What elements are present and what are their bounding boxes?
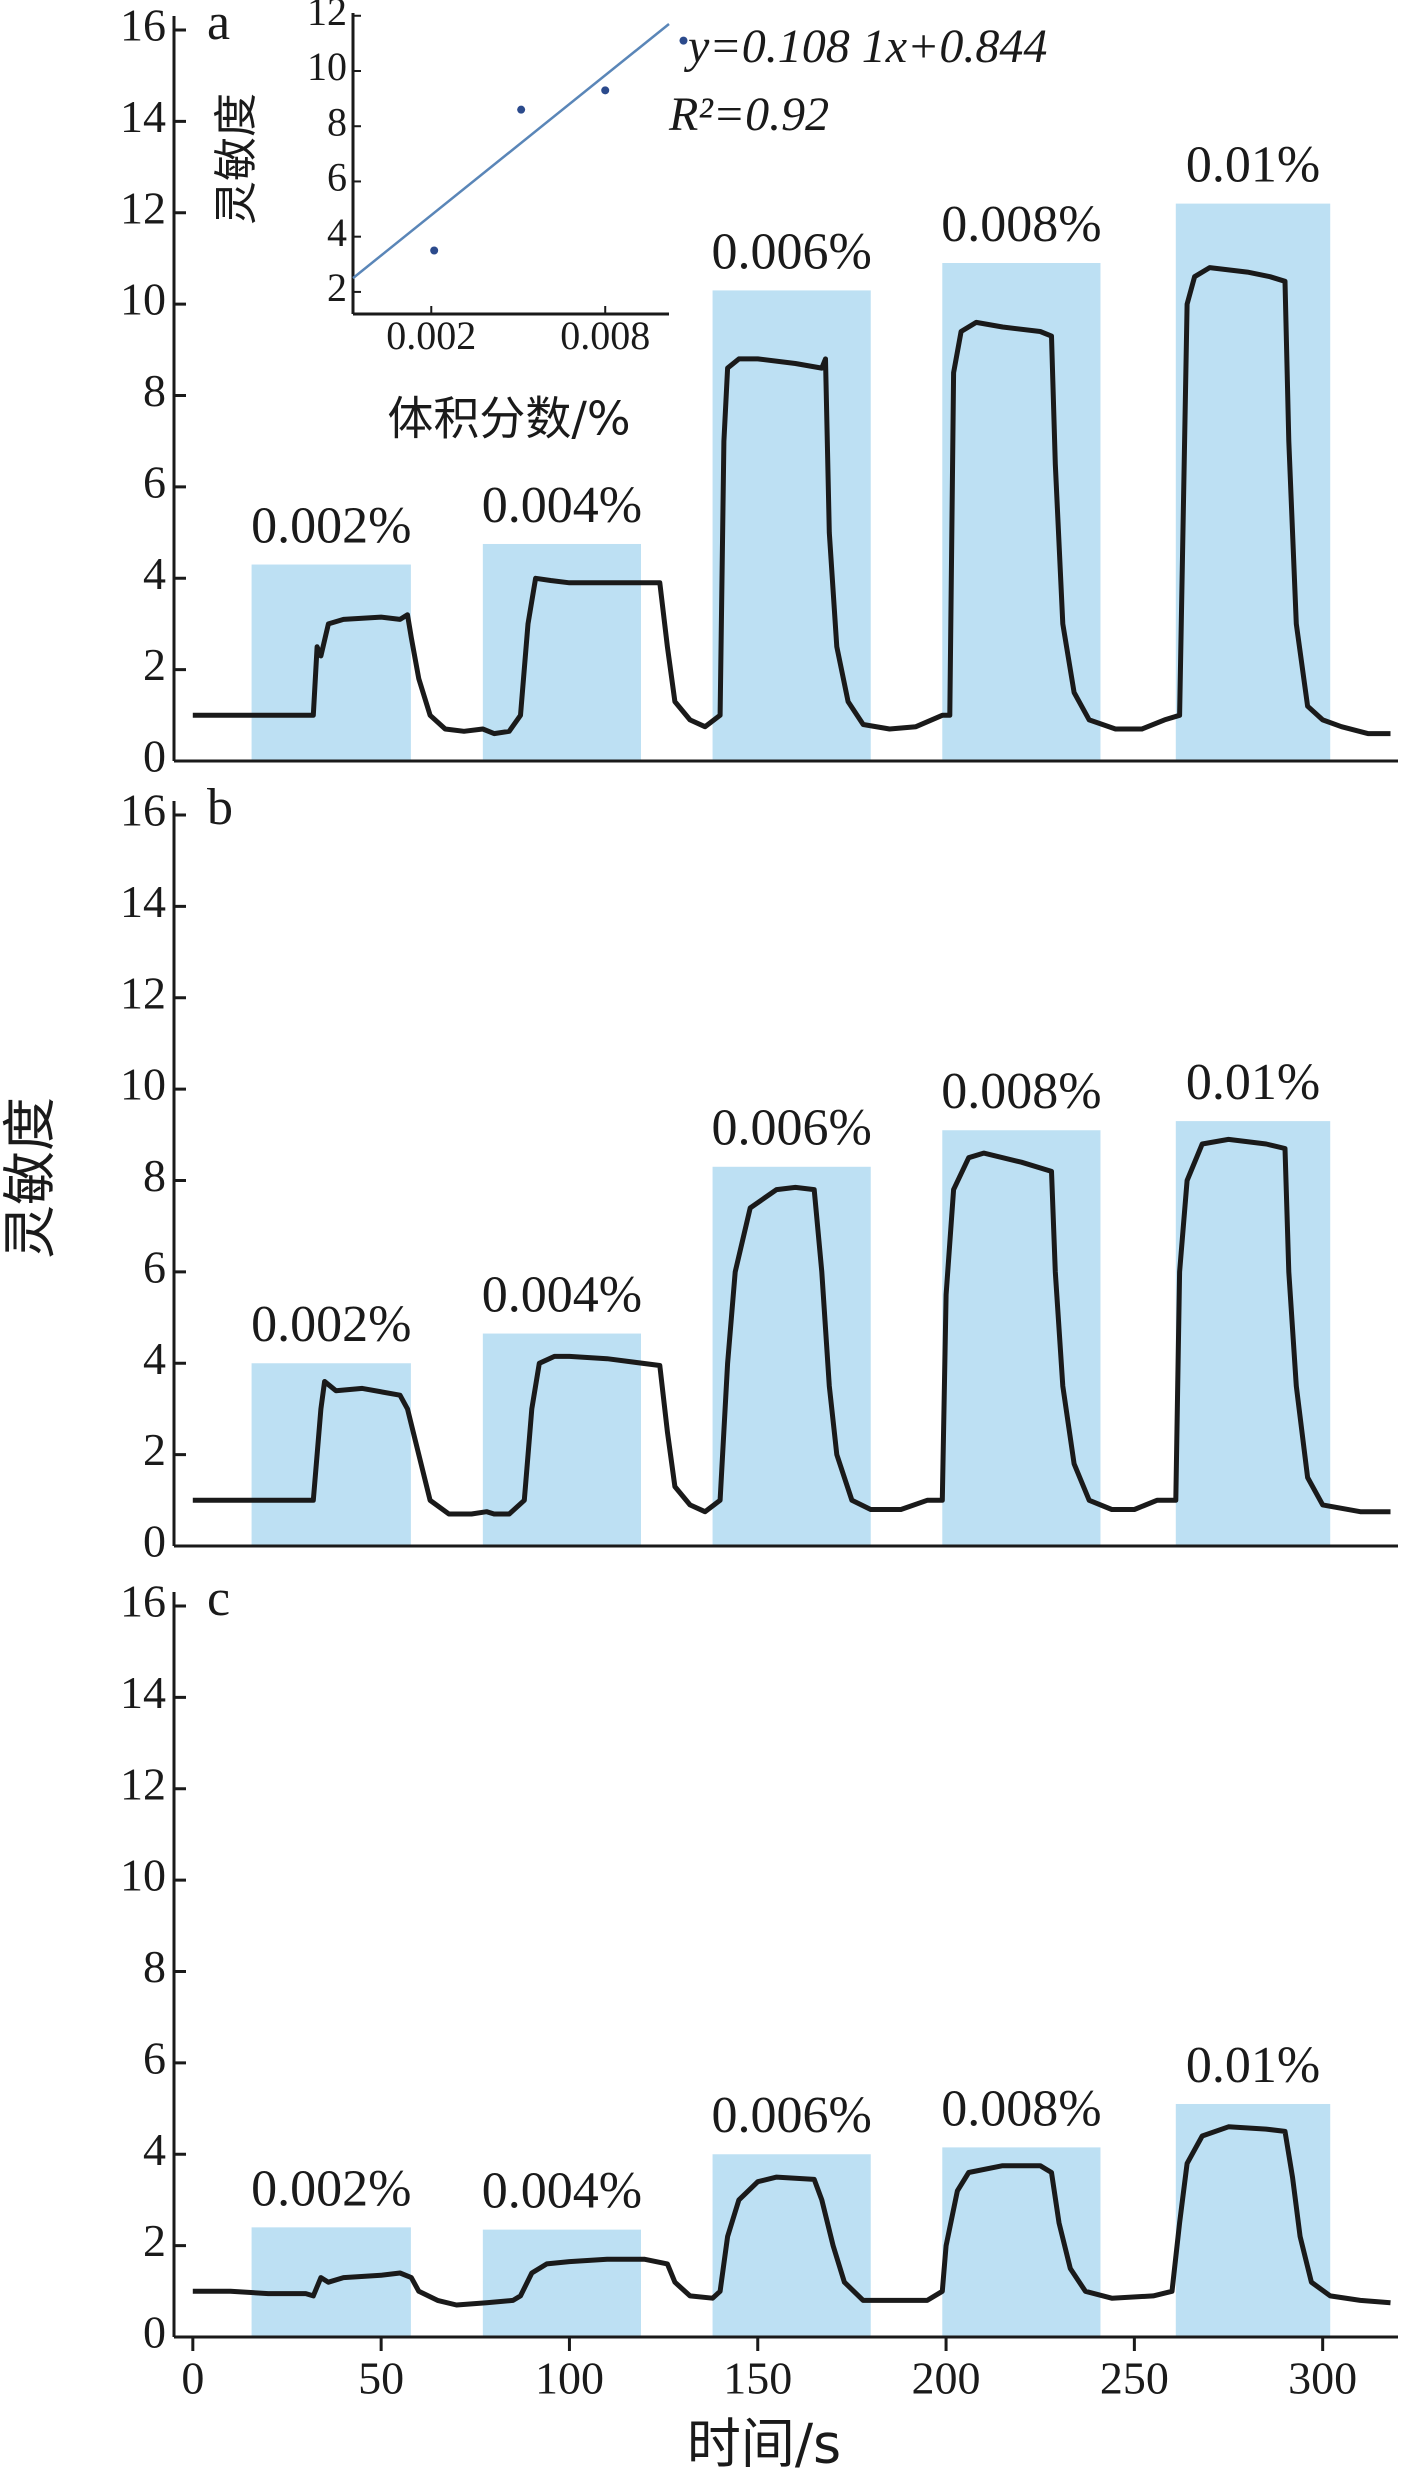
x-tick-label: 250	[1100, 2353, 1169, 2404]
y-tick-label: 12	[120, 182, 166, 233]
x-tick-label: 200	[912, 2353, 981, 2404]
x-tick-label: 0.002	[386, 313, 476, 358]
y-tick-label: 2	[143, 1424, 166, 1475]
y-tick-label: 12	[120, 967, 166, 1018]
inset-x-label: 体积分数/%	[387, 392, 630, 446]
sensitivity-curve	[192, 2124, 1391, 2308]
x-tick-label: 300	[1288, 2353, 1357, 2404]
band-label: 0.01%	[1186, 1054, 1320, 1111]
y-tick-label: 4	[143, 2124, 166, 2175]
y-tick-label: 14	[120, 91, 166, 142]
concentration-band	[482, 1333, 642, 1546]
y-tick-label: 12	[307, 0, 347, 34]
y-tick-label: 14	[120, 1667, 166, 1718]
y-tick-label: 10	[307, 44, 347, 89]
y-tick-label: 6	[143, 456, 166, 507]
concentration-band	[251, 564, 411, 761]
x-tick-label: 0.008	[560, 313, 650, 358]
concentration-band	[1175, 203, 1331, 762]
band-label: 0.01%	[1186, 137, 1320, 194]
concentration-band	[942, 2147, 1101, 2337]
y-tick-label: 0	[143, 731, 166, 782]
x-tick-label: 150	[723, 2353, 792, 2404]
x-tick-label: 50	[358, 2353, 404, 2404]
y-tick-label: 8	[143, 365, 166, 416]
band-label: 0.008%	[941, 2080, 1101, 2137]
band-label: 0.002%	[251, 1296, 411, 1353]
panel-label: b	[207, 779, 233, 836]
y-tick-label: 4	[143, 1333, 166, 1384]
concentration-band	[942, 1130, 1101, 1546]
x-tick-label: 100	[535, 2353, 604, 2404]
y-tick-label: 2	[327, 265, 347, 310]
x-tick-label: 0	[181, 2353, 204, 2404]
y-tick-label: 0	[143, 1516, 166, 1567]
y-tick-label: 10	[120, 1059, 166, 1110]
band-label: 0.008%	[941, 1063, 1101, 1120]
y-tick-label: 6	[143, 1241, 166, 1292]
y-tick-label: 16	[120, 1576, 166, 1627]
fit-line	[352, 23, 670, 280]
band-label: 0.004%	[482, 477, 642, 534]
r-squared: R²=0.92	[668, 88, 829, 141]
data-point	[517, 105, 526, 114]
panel-label: a	[207, 0, 230, 51]
data-point	[601, 86, 610, 95]
y-tick-label: 8	[143, 1150, 166, 1201]
concentration-band	[712, 2154, 871, 2337]
y-tick-label: 4	[143, 548, 166, 599]
y-tick-label: 0	[143, 2307, 166, 2358]
band-label: 0.006%	[711, 2087, 871, 2144]
y-axis-label: 灵敏度	[0, 1097, 62, 1259]
band-label: 0.004%	[482, 2163, 642, 2220]
x-axis-label: 时间/s	[687, 2413, 841, 2476]
inset-y-label: 灵敏度	[211, 93, 262, 225]
sensitivity-curve	[192, 1136, 1391, 1517]
y-tick-label: 16	[120, 0, 166, 51]
y-tick-label: 6	[143, 2032, 166, 2083]
concentration-band	[1175, 1121, 1331, 1546]
band-label: 0.002%	[251, 497, 411, 554]
y-tick-label: 2	[143, 2215, 166, 2266]
band-label: 0.01%	[1186, 2037, 1320, 2094]
sensitivity-curve	[192, 265, 1391, 737]
data-point	[430, 246, 439, 255]
y-tick-label: 12	[120, 1758, 166, 1809]
y-tick-label: 10	[120, 1850, 166, 1901]
fit-equation: y=0.108 1x+0.844	[683, 20, 1047, 73]
y-tick-label: 8	[327, 99, 347, 144]
concentration-band	[1175, 2103, 1331, 2337]
band-label: 0.002%	[251, 2160, 411, 2217]
y-tick-label: 14	[120, 876, 166, 927]
data-point	[679, 36, 688, 45]
y-tick-label: 10	[120, 274, 166, 325]
y-tick-label: 2	[143, 639, 166, 690]
y-tick-label: 8	[143, 1941, 166, 1992]
band-label: 0.004%	[482, 1266, 642, 1323]
y-tick-label: 4	[327, 210, 347, 255]
y-tick-label: 16	[120, 785, 166, 836]
band-label: 0.006%	[711, 1100, 871, 1157]
band-label: 0.008%	[941, 196, 1101, 253]
concentration-band	[942, 263, 1101, 761]
panel-label: c	[207, 1570, 230, 1627]
concentration-band	[482, 543, 642, 761]
y-tick-label: 6	[327, 155, 347, 200]
band-label: 0.006%	[711, 223, 871, 280]
concentration-band	[482, 2229, 642, 2337]
